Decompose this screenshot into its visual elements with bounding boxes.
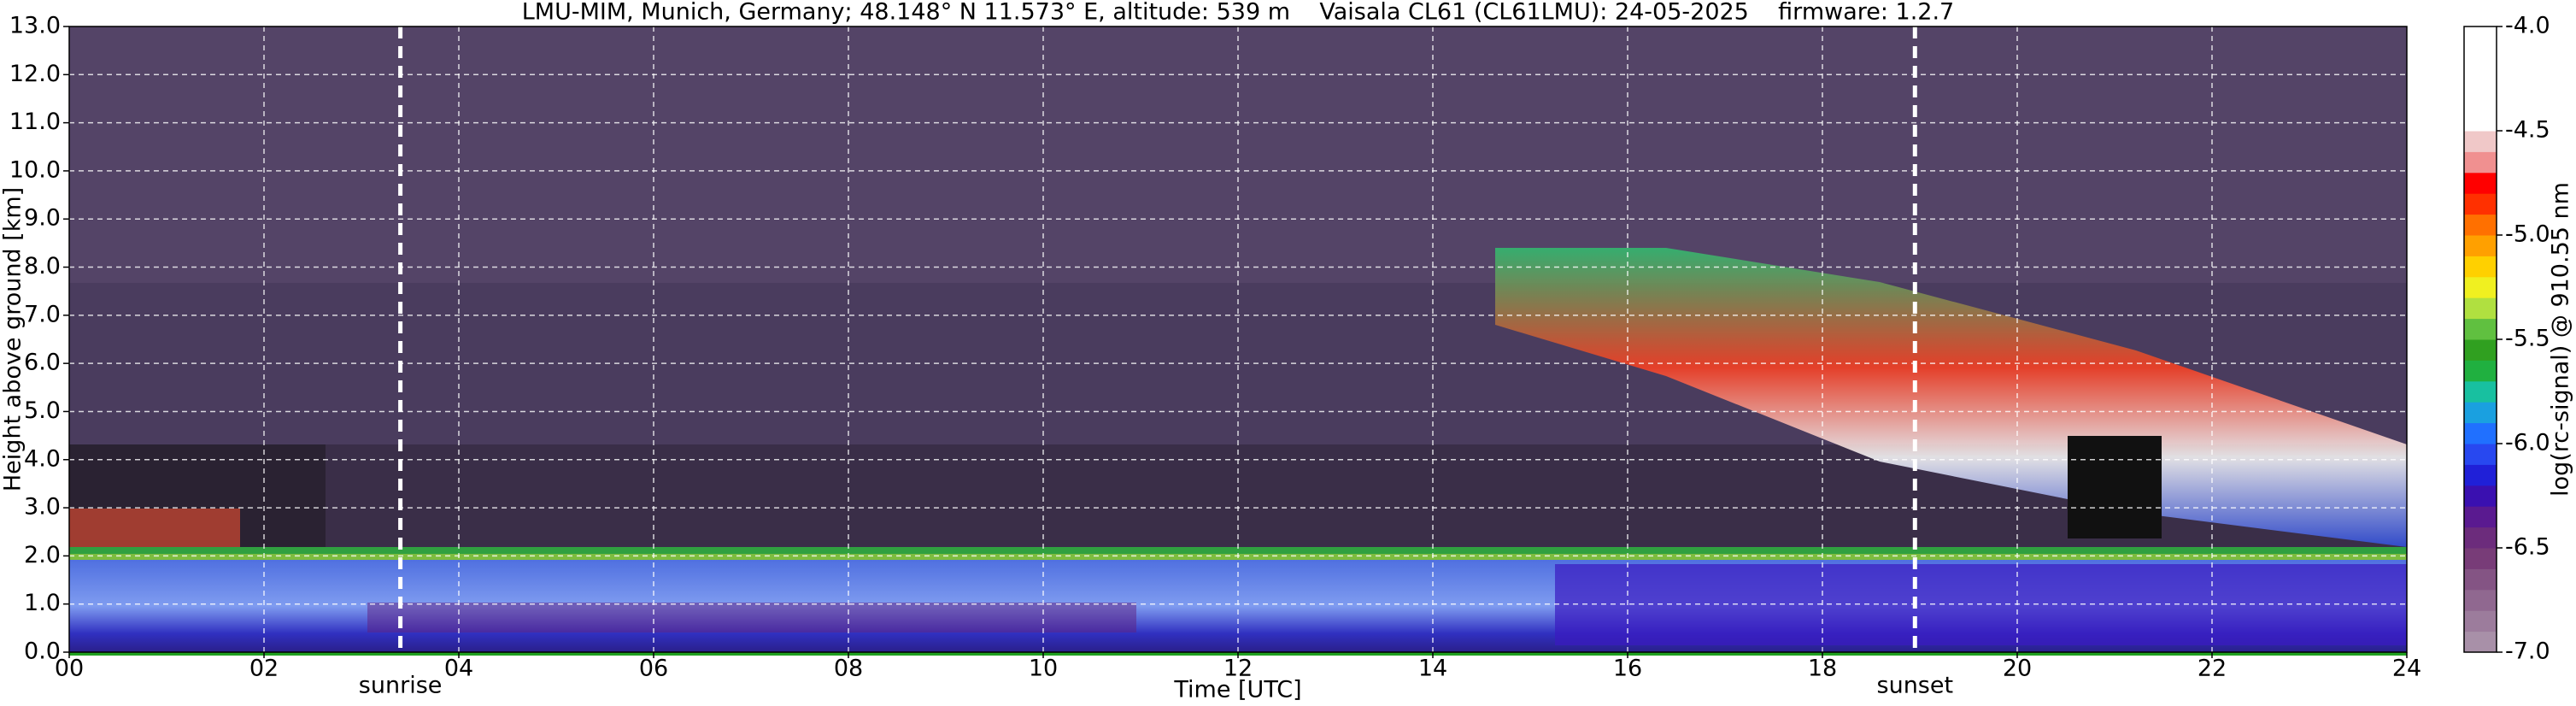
x-tick-label: 06: [639, 656, 668, 682]
colorbar-segment: [2464, 527, 2497, 549]
colorbar-segment: [2464, 589, 2497, 611]
x-tick-label: 08: [834, 656, 863, 682]
colorbar-segment: [2464, 548, 2497, 569]
colorbar-segment: [2464, 610, 2497, 632]
colorbar-segment: [2464, 89, 2497, 111]
x-tick-label: 14: [1418, 656, 1447, 682]
colorbar-segment: [2464, 380, 2497, 403]
colorbar-segment: [2464, 360, 2497, 382]
y-tick-label: 9.0: [24, 205, 61, 232]
colorbar-tick-label: -5.0: [2505, 221, 2550, 248]
colorbar-segment: [2464, 109, 2497, 132]
colorbar-segment: [2464, 444, 2497, 465]
colorbar-tick-label: -6.0: [2505, 430, 2550, 456]
colorbar-segment: [2464, 214, 2497, 236]
y-tick-label: 7.0: [24, 301, 61, 327]
x-tick-label: 18: [1808, 656, 1837, 682]
chart-title: LMU-MIM, Munich, Germany; 48.148° N 11.5…: [522, 0, 1955, 26]
colorbar-segment: [2464, 464, 2497, 486]
colorbar-segment: [2464, 631, 2497, 653]
colorbar-segment: [2464, 193, 2497, 215]
y-tick-label: 11.0: [9, 109, 61, 135]
x-tick-label: 20: [2003, 656, 2032, 682]
colorbar-tick-label: -5.5: [2505, 326, 2550, 352]
x-tick-label: 00: [55, 656, 84, 682]
y-tick-label: 2.0: [24, 542, 61, 568]
colorbar-frame: [2463, 26, 2497, 653]
y-tick-label: 1.0: [24, 590, 61, 616]
colorbar-tick-label: -6.5: [2505, 534, 2550, 561]
plot-frame: [68, 26, 2408, 653]
event-label: sunrise: [359, 673, 443, 699]
colorbar-segment: [2464, 26, 2497, 48]
y-tick-label: 8.0: [24, 253, 61, 279]
colorbar-segment: [2464, 506, 2497, 528]
y-tick-label: 4.0: [24, 445, 61, 472]
colorbar-segment: [2464, 131, 2497, 152]
y-tick-label: 12.0: [9, 61, 61, 87]
colorbar-tick-label: -4.5: [2505, 117, 2550, 144]
colorbar-segment: [2464, 235, 2497, 256]
colorbar-segment: [2464, 422, 2497, 444]
x-tick-label: 24: [2392, 656, 2421, 682]
x-tick-label: 16: [1613, 656, 1642, 682]
colorbar-segment: [2464, 402, 2497, 424]
y-tick-label: 0.0: [24, 638, 61, 665]
colorbar-segment: [2464, 68, 2497, 90]
colorbar-tick-label: -7.0: [2505, 638, 2550, 665]
y-tick-label: 13.0: [9, 13, 61, 39]
colorbar-segment: [2464, 485, 2497, 507]
x-tick-label: 04: [444, 656, 473, 682]
colorbar-segment: [2464, 151, 2497, 174]
colorbar-segment: [2464, 276, 2497, 298]
x-tick-label: 22: [2198, 656, 2227, 682]
colorbar-segment: [2464, 339, 2497, 361]
y-tick-label: 3.0: [24, 494, 61, 521]
y-tick-label: 10.0: [9, 156, 61, 183]
event-label: sunset: [1877, 673, 1954, 699]
colorbar-segment: [2464, 256, 2497, 278]
colorbar-segment: [2464, 568, 2497, 591]
colorbar-label: log(rc-signal) @ 910.55 nm: [2548, 182, 2574, 497]
y-tick-label: 6.0: [24, 350, 61, 376]
x-tick-label: 12: [1223, 656, 1253, 682]
x-tick-label: 02: [249, 656, 279, 682]
x-tick-label: 10: [1029, 656, 1058, 682]
colorbar-segment: [2464, 47, 2497, 69]
colorbar-segment: [2464, 172, 2497, 194]
colorbar-segment: [2464, 318, 2497, 340]
y-tick-label: 5.0: [24, 397, 61, 424]
y-axis-label: Height above ground [km]: [0, 187, 26, 491]
colorbar-segment: [2464, 297, 2497, 320]
colorbar-tick-label: -4.0: [2505, 13, 2550, 39]
x-axis-label: Time [UTC]: [1173, 677, 1301, 703]
